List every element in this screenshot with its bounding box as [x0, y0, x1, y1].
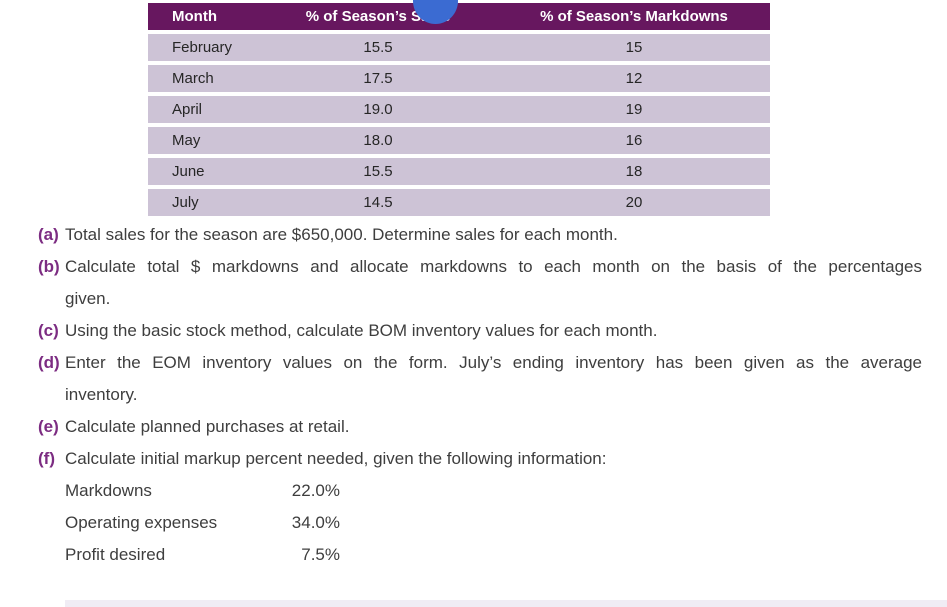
table-row: April 19.0 19: [148, 96, 770, 123]
sales-cell: 15.5: [258, 34, 498, 61]
season-sales-markdowns-table: Month % of Season’s Sales % of Season’s …: [148, 0, 770, 220]
question-a: (a) Total sales for the season are $650,…: [38, 219, 922, 251]
question-label: (c): [38, 321, 59, 340]
markup-info-label: Operating expenses: [65, 513, 218, 532]
question-label: (b): [38, 257, 60, 276]
header-seasons-sales: % of Season’s Sales: [258, 3, 498, 30]
question-f: (f) Calculate initial markup percent nee…: [38, 443, 922, 475]
table-row: June 15.5 18: [148, 158, 770, 185]
markdowns-cell: 15: [498, 34, 770, 61]
markdowns-cell: 18: [498, 158, 770, 185]
question-text: Enter the EOM inventory values on the fo…: [65, 353, 922, 404]
month-cell: June: [148, 158, 258, 185]
sales-cell: 18.0: [258, 127, 498, 154]
sales-cell: 17.5: [258, 65, 498, 92]
question-label: (a): [38, 225, 59, 244]
markup-info-value: 22.0%: [291, 481, 340, 500]
month-cell: July: [148, 189, 258, 216]
markup-info-row: Operating expenses 34.0%: [38, 507, 922, 539]
question-label: (d): [38, 353, 60, 372]
table-header-row: Month % of Season’s Sales % of Season’s …: [148, 3, 770, 30]
markdowns-cell: 20: [498, 189, 770, 216]
markup-info-value: 34.0%: [291, 513, 340, 532]
markup-info-row: Markdowns 22.0%: [38, 475, 922, 507]
markdowns-cell: 19: [498, 96, 770, 123]
markdowns-cell: 16: [498, 127, 770, 154]
header-seasons-markdowns: % of Season’s Markdowns: [498, 3, 770, 30]
question-label: (f): [38, 449, 55, 468]
markup-info-label: Profit desired: [65, 545, 166, 564]
sales-cell: 14.5: [258, 189, 498, 216]
sales-cell: 15.5: [258, 158, 498, 185]
sales-cell: 19.0: [258, 96, 498, 123]
month-cell: March: [148, 65, 258, 92]
question-text: Total sales for the season are $650,000.…: [65, 225, 618, 244]
question-label: (e): [38, 417, 59, 436]
question-text: Using the basic stock method, calculate …: [65, 321, 658, 340]
question-d: (d) Enter the EOM inventory values on th…: [38, 347, 922, 411]
question-text: Calculate total $ markdowns and allocate…: [65, 257, 922, 308]
markdowns-cell: 12: [498, 65, 770, 92]
question-text: Calculate initial markup percent needed,…: [65, 449, 607, 468]
table-row: May 18.0 16: [148, 127, 770, 154]
question-list: (a) Total sales for the season are $650,…: [38, 219, 922, 571]
markup-info-row: Profit desired 7.5%: [38, 539, 922, 571]
month-cell: February: [148, 34, 258, 61]
table-row: July 14.5 20: [148, 189, 770, 216]
month-cell: May: [148, 127, 258, 154]
question-text: Calculate planned purchases at retail.: [65, 417, 350, 436]
question-e: (e) Calculate planned purchases at retai…: [38, 411, 922, 443]
table-row: March 17.5 12: [148, 65, 770, 92]
markup-info-label: Markdowns: [65, 481, 152, 500]
question-c: (c) Using the basic stock method, calcul…: [38, 315, 922, 347]
markup-info-value: 7.5%: [301, 545, 340, 564]
table-row: February 15.5 15: [148, 34, 770, 61]
month-cell: April: [148, 96, 258, 123]
bottom-page-strip: [65, 600, 947, 607]
question-b: (b) Calculate total $ markdowns and allo…: [38, 251, 922, 315]
header-month: Month: [148, 3, 258, 30]
